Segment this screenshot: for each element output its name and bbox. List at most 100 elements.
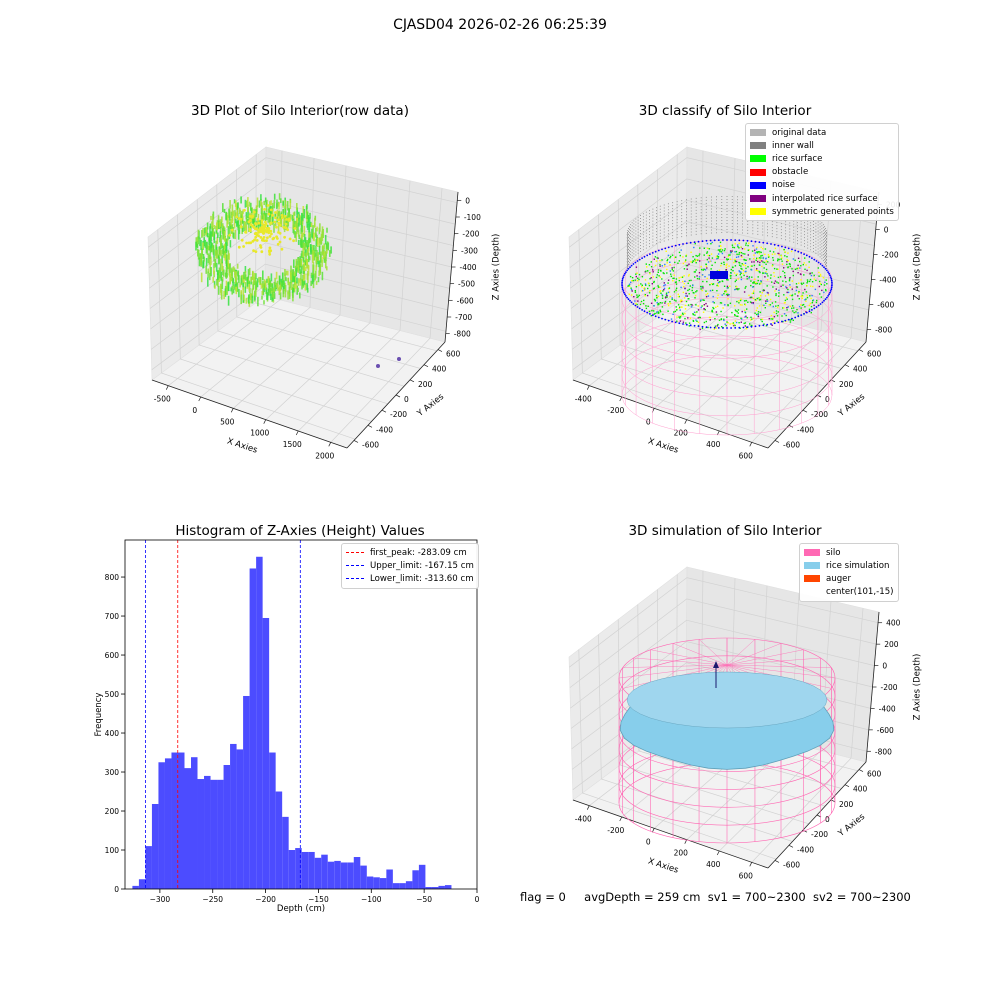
- x-tick-label: -400: [575, 815, 592, 824]
- surface-point: [766, 291, 768, 294]
- surface-point: [715, 327, 718, 329]
- surface-point: [684, 304, 687, 307]
- raw-point: [202, 254, 205, 260]
- surface-point: [673, 266, 675, 269]
- surface-point: [736, 286, 738, 288]
- surface-point: [735, 260, 738, 263]
- classify-legend-entry: noise: [750, 179, 894, 192]
- raw-point: [213, 257, 215, 262]
- noise-point: [657, 249, 660, 252]
- raw-point: [260, 250, 264, 254]
- raw-point: [205, 258, 208, 267]
- surface-point: [757, 315, 759, 318]
- raw-point: [222, 246, 225, 256]
- surface-point: [706, 258, 708, 261]
- surface-point: [734, 243, 736, 245]
- classify-legend-entry: rice surface: [750, 152, 894, 165]
- raw-point: [288, 281, 291, 291]
- gridline: [150, 242, 450, 330]
- surface-point: [762, 289, 765, 291]
- surface-point: [825, 290, 827, 292]
- surface-point: [700, 285, 702, 288]
- histogram-bar: [269, 752, 276, 889]
- noise-point: [829, 274, 831, 277]
- raw-point: [250, 207, 253, 214]
- raw-point: [208, 245, 211, 251]
- surface-point: [720, 302, 723, 304]
- surface-point: [691, 261, 694, 264]
- surface-point: [723, 319, 725, 322]
- surface-point: [652, 288, 655, 290]
- surface-point: [727, 293, 729, 295]
- histogram-bar: [373, 877, 380, 889]
- raw-point: [249, 241, 253, 245]
- surface-point: [734, 314, 736, 316]
- surface-point: [727, 298, 729, 300]
- surface-point: [644, 295, 646, 297]
- classify-plot-title: 3D classify of Silo Interior: [638, 103, 812, 119]
- raw-point: [216, 237, 219, 244]
- surface-point: [775, 310, 778, 312]
- raw-point: [240, 196, 242, 204]
- surface-point: [769, 304, 772, 306]
- raw-data-3d-axes: -50005001000150020006004002000-200-400-6…: [147, 146, 502, 460]
- raw-point: [294, 223, 296, 229]
- surface-point: [769, 277, 772, 279]
- surface-point: [653, 313, 655, 315]
- surface-point: [755, 282, 757, 284]
- raw-point: [268, 207, 270, 214]
- z-tick-label: -800: [875, 326, 892, 335]
- surface-point: [771, 302, 774, 304]
- surface-point: [657, 285, 659, 287]
- x-tick-label: 600: [739, 451, 754, 460]
- y-tick: [788, 424, 794, 428]
- surface-point: [720, 318, 722, 321]
- surface-point: [758, 305, 761, 307]
- z-tick-label: -600: [457, 296, 474, 305]
- histogram-y-tick-label: 700: [105, 612, 120, 621]
- noise-point: [800, 252, 803, 254]
- status-sv1: sv1 = 700~2300: [707, 890, 806, 904]
- surface-point: [695, 269, 697, 271]
- surface-point: [759, 261, 761, 264]
- surface-point: [775, 288, 777, 290]
- surface-point: [750, 316, 752, 318]
- surface-point: [709, 289, 712, 292]
- raw-point: [245, 241, 249, 245]
- surface-point: [761, 260, 763, 262]
- raw-point: [295, 221, 297, 228]
- raw-point: [197, 229, 200, 237]
- z-tick-label: -700: [455, 313, 472, 322]
- surface-point: [819, 282, 821, 285]
- surface-point: [699, 260, 701, 262]
- surface-point: [685, 259, 687, 261]
- raw-point: [277, 231, 280, 234]
- x-tick-label: 400: [706, 860, 721, 869]
- surface-point: [667, 258, 669, 261]
- surface-point: [641, 286, 643, 288]
- noise-point: [678, 322, 681, 325]
- raw-point: [216, 222, 218, 231]
- surface-point: [650, 277, 652, 279]
- gridline: [676, 154, 858, 352]
- noise-point: [713, 326, 716, 329]
- surface-point: [777, 260, 779, 262]
- raw-point: [250, 202, 252, 211]
- surface-point: [708, 257, 710, 259]
- histogram-x-tick-label: −50: [416, 895, 432, 904]
- raw-point: [319, 223, 321, 232]
- raw-point: [310, 272, 313, 279]
- surface-point: [694, 294, 697, 297]
- raw-point: [223, 226, 225, 232]
- surface-point: [784, 299, 787, 302]
- raw-point: [262, 286, 264, 293]
- raw-point: [264, 229, 267, 232]
- raw-point: [225, 242, 228, 252]
- surface-point: [767, 261, 769, 263]
- raw-point: [226, 254, 229, 261]
- surface-point: [765, 324, 768, 327]
- surface-point: [738, 261, 740, 264]
- surface-point: [764, 248, 767, 250]
- surface-point: [647, 282, 650, 284]
- classify-legend-label: noise: [772, 180, 795, 191]
